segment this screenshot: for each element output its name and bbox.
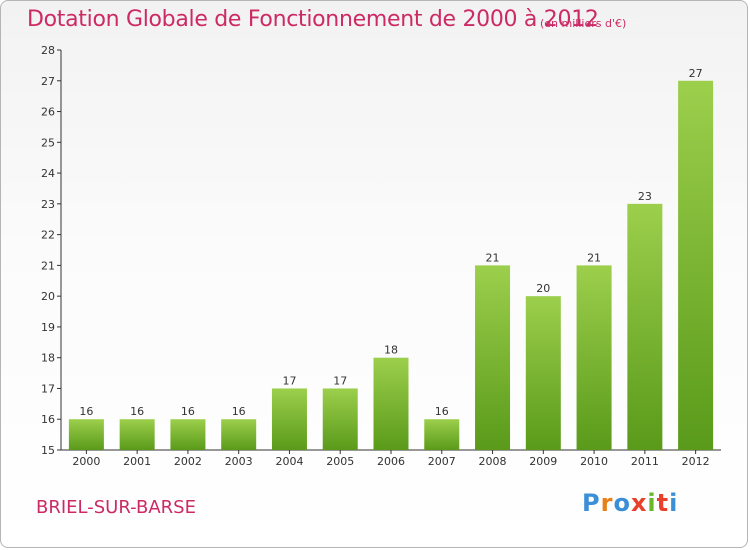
bar-value-label: 16: [232, 405, 246, 418]
y-tick-label: 23: [41, 198, 55, 211]
bar-value-label: 27: [689, 67, 703, 80]
x-tick-label: 2009: [529, 455, 557, 468]
bar: [475, 265, 511, 450]
bar: [424, 419, 460, 450]
bar-value-label: 23: [638, 190, 652, 203]
chart-title: Dotation Globale de Fonctionnement de 20…: [27, 7, 599, 32]
logo-letter: P: [582, 489, 601, 517]
y-tick-label: 20: [41, 290, 55, 303]
bar-value-label: 16: [79, 405, 93, 418]
y-tick-label: 26: [41, 106, 55, 119]
bar: [221, 419, 257, 450]
bar-value-label: 20: [536, 282, 550, 295]
x-tick-label: 2002: [174, 455, 202, 468]
bar-value-label: 16: [130, 405, 144, 418]
bars: [68, 80, 714, 451]
bar: [119, 419, 155, 450]
y-tick-label: 24: [41, 167, 55, 180]
y-tick-label: 28: [41, 44, 55, 57]
x-tick-label: 2012: [682, 455, 710, 468]
logo-letter: i: [669, 489, 679, 517]
bar-value-label: 18: [384, 344, 398, 357]
x-tick-label: 2005: [326, 455, 354, 468]
bar-value-label: 17: [333, 374, 347, 387]
bar: [373, 357, 409, 450]
bar: [322, 388, 358, 450]
x-tick-label: 2008: [479, 455, 507, 468]
logo-letter: i: [647, 489, 657, 517]
y-tick-label: 17: [41, 382, 55, 395]
logo-letter: t: [656, 489, 670, 517]
chart-unit: (en milliers d'€): [540, 17, 627, 30]
y-tick-label: 27: [41, 75, 55, 88]
logo-letter: o: [613, 489, 631, 517]
y-tick-label: 25: [41, 136, 55, 149]
x-tick-label: 2001: [123, 455, 151, 468]
x-tick-label: 2011: [631, 455, 659, 468]
bar-value-label: 21: [486, 251, 500, 264]
bar: [627, 203, 663, 450]
bar: [678, 80, 714, 451]
bar: [271, 388, 307, 450]
logo-letter: x: [630, 489, 648, 517]
bar: [525, 296, 561, 450]
proxiti-logo[interactable]: Proxiti: [582, 489, 678, 517]
bar: [576, 265, 612, 450]
x-tick-label: 2006: [377, 455, 405, 468]
x-tick-label: 2004: [275, 455, 303, 468]
y-tick-label: 16: [41, 413, 55, 426]
x-tick-label: 2003: [225, 455, 253, 468]
bar: [68, 419, 104, 450]
value-labels: 16 16 16 16 17 17 18 16 21 20 21 23 27: [79, 67, 702, 418]
bar-value-label: 16: [435, 405, 449, 418]
bar: [170, 419, 206, 450]
y-tick-label: 18: [41, 352, 55, 365]
y-tick-label: 15: [41, 444, 55, 457]
commune-name: BRIEL-SUR-BARSE: [36, 497, 196, 518]
logo-letter: r: [600, 489, 614, 517]
x-tick-label: 2007: [428, 455, 456, 468]
x-tick-label: 2010: [580, 455, 608, 468]
y-tick-label: 19: [41, 321, 55, 334]
y-tick-label: 21: [41, 259, 55, 272]
bar-value-label: 17: [282, 374, 296, 387]
bar-value-label: 21: [587, 251, 601, 264]
x-tick-label: 2000: [72, 455, 100, 468]
bar-value-label: 16: [181, 405, 195, 418]
y-tick-label: 22: [41, 229, 55, 242]
